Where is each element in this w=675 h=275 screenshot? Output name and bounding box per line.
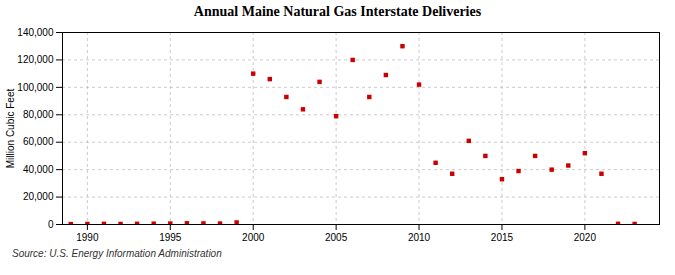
html-text:Source: U.S. Energy Informatio: Source: U.S. Energy Information Administ… — [12, 248, 222, 259]
svg-text:20,000: 20,000 — [23, 191, 54, 202]
svg-text:140,000: 140,000 — [17, 27, 54, 38]
html-text:Annual Maine Natural Gas Inter: Annual Maine Natural Gas Interstate Deli… — [193, 4, 482, 19]
svg-text:2000: 2000 — [242, 232, 265, 243]
svg-text:2020: 2020 — [574, 232, 597, 243]
svg-text:Million Cubic Feet: Million Cubic Feet — [5, 89, 16, 169]
svg-text:1995: 1995 — [159, 232, 182, 243]
svg-text:60,000: 60,000 — [23, 136, 54, 147]
svg-text:2015: 2015 — [491, 232, 514, 243]
svg-text:0: 0 — [48, 219, 54, 230]
svg-text:80,000: 80,000 — [23, 109, 54, 120]
svg-text:1990: 1990 — [76, 232, 99, 243]
svg-text:2010: 2010 — [408, 232, 431, 243]
svg-text:100,000: 100,000 — [17, 82, 54, 93]
svg-text:120,000: 120,000 — [17, 54, 54, 65]
svg-text:40,000: 40,000 — [23, 164, 54, 175]
svg-text:2005: 2005 — [325, 232, 348, 243]
